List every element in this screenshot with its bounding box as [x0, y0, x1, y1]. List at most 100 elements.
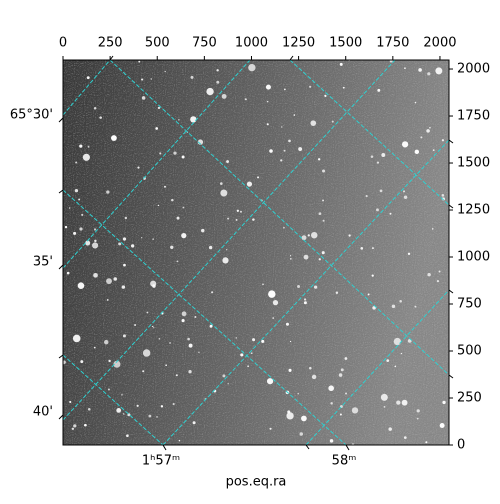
star: [173, 151, 177, 155]
star: [404, 67, 406, 70]
star: [289, 255, 292, 257]
sky-image: [63, 60, 449, 445]
star: [148, 414, 152, 418]
star: [281, 126, 283, 128]
star: [401, 141, 409, 148]
star: [138, 60, 141, 63]
star: [240, 353, 244, 357]
star: [288, 139, 291, 143]
star: [78, 198, 81, 201]
star: [389, 212, 392, 215]
dec-tick-label: 40': [33, 405, 53, 420]
star: [178, 119, 180, 121]
star: [106, 299, 109, 301]
star: [340, 368, 344, 372]
star: [283, 149, 286, 152]
star: [317, 158, 321, 161]
star: [322, 169, 326, 173]
x-tick-label: 1750: [376, 36, 409, 51]
star: [208, 245, 213, 250]
grid-edge-tick: [109, 55, 114, 61]
star: [85, 240, 91, 246]
star: [301, 415, 307, 422]
x-tick-label: 0: [59, 36, 67, 51]
star: [126, 434, 129, 438]
grid-line: [109, 60, 449, 376]
star: [158, 338, 161, 340]
star: [301, 235, 307, 241]
star: [124, 216, 128, 220]
star: [329, 439, 334, 443]
grid-edge-tick: [289, 55, 294, 61]
star: [303, 298, 307, 301]
y2-tick-label: 500: [457, 344, 482, 359]
y2-tick-label: 1250: [457, 203, 490, 218]
star: [134, 324, 136, 326]
star: [342, 86, 345, 89]
star: [93, 272, 98, 278]
star: [376, 208, 379, 212]
star: [401, 399, 408, 406]
star: [84, 423, 87, 427]
star: [182, 206, 185, 209]
star: [141, 96, 146, 100]
star: [178, 439, 181, 442]
star: [289, 257, 292, 260]
star: [285, 322, 289, 326]
star: [227, 383, 229, 385]
star: [257, 176, 260, 179]
star: [426, 129, 430, 133]
star: [71, 427, 75, 430]
star: [288, 368, 292, 372]
star: [192, 421, 196, 425]
stars: [63, 60, 446, 445]
star: [163, 185, 167, 188]
star: [87, 407, 91, 411]
star: [322, 199, 324, 202]
axes-frame: [62, 59, 450, 446]
star: [188, 370, 192, 374]
star: [309, 366, 312, 370]
star: [171, 198, 174, 202]
y2-tick-label: 750: [457, 297, 482, 312]
star: [227, 217, 230, 220]
star: [118, 242, 122, 246]
star: [206, 87, 214, 96]
star: [414, 101, 417, 104]
star: [73, 424, 77, 428]
grid-line: [63, 60, 251, 269]
star: [318, 258, 321, 261]
star: [164, 70, 166, 73]
star: [268, 290, 276, 298]
star: [106, 190, 110, 194]
star: [236, 209, 239, 212]
star: [79, 227, 83, 231]
star: [155, 127, 158, 130]
coordinate-grid: [63, 60, 449, 445]
star: [94, 239, 97, 243]
star: [103, 339, 109, 345]
star: [79, 144, 83, 148]
star: [414, 149, 420, 155]
y2-tick-label: 1750: [457, 109, 490, 124]
star: [209, 324, 213, 328]
star: [222, 374, 226, 378]
star: [399, 299, 402, 303]
star: [321, 251, 325, 255]
x-tick-label: 500: [145, 36, 170, 51]
star: [403, 195, 408, 199]
star: [331, 120, 334, 123]
dec-tick-label: 35': [33, 255, 53, 270]
star: [442, 400, 446, 405]
star: [441, 139, 445, 142]
grid-line: [63, 60, 111, 116]
star: [153, 327, 155, 329]
star: [240, 210, 242, 213]
star: [377, 88, 381, 92]
ra-tick-label: 1ʰ57ᵐ: [142, 454, 180, 469]
star: [141, 237, 143, 239]
star: [403, 190, 406, 193]
star: [194, 315, 197, 318]
star: [266, 378, 274, 385]
star: [92, 242, 99, 249]
